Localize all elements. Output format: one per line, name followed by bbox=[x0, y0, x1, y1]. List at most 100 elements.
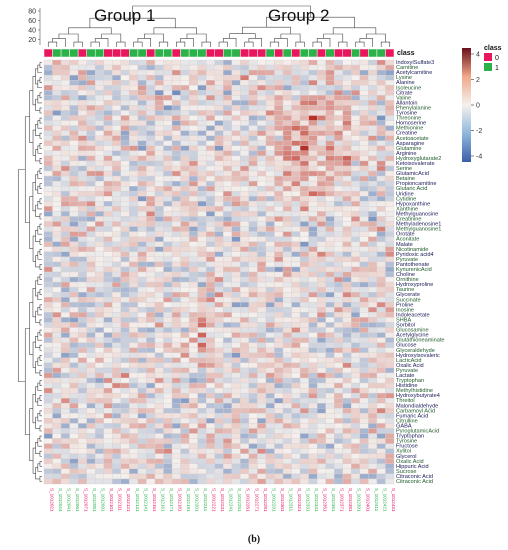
heatmap-cell bbox=[197, 196, 207, 202]
heatmap-cell bbox=[129, 160, 139, 167]
heatmap-cell bbox=[376, 191, 386, 197]
heatmap-cell bbox=[368, 165, 378, 172]
heatmap-cell bbox=[282, 337, 292, 343]
heatmap-cell bbox=[368, 216, 378, 222]
heatmap-cell bbox=[103, 322, 113, 328]
heatmap-cell bbox=[223, 201, 232, 207]
heatmap-cell bbox=[257, 423, 267, 429]
heatmap-cell bbox=[120, 342, 130, 348]
heatmap-cell bbox=[69, 302, 79, 308]
heatmap-cell bbox=[137, 115, 147, 121]
heatmap-cell bbox=[103, 165, 113, 172]
heatmap-cell bbox=[376, 120, 386, 126]
heatmap-cell bbox=[197, 261, 207, 268]
dendrogram-root bbox=[132, 5, 311, 19]
heatmap-cell bbox=[291, 438, 301, 444]
heatmap-cell bbox=[69, 357, 79, 364]
heatmap-cell bbox=[291, 286, 301, 293]
heatmap-cell bbox=[52, 372, 62, 379]
heatmap-cell bbox=[129, 85, 139, 91]
heatmap-cell bbox=[137, 332, 147, 338]
class-bar-cell bbox=[257, 48, 267, 58]
heatmap-cell bbox=[214, 140, 224, 146]
heatmap-cell bbox=[171, 372, 181, 379]
dendrogram-branch bbox=[39, 425, 42, 432]
heatmap-cell bbox=[231, 458, 241, 464]
heatmap-cell bbox=[188, 90, 198, 96]
heatmap-cell bbox=[137, 271, 147, 278]
heatmap-cell bbox=[163, 211, 173, 217]
heatmap-cell bbox=[95, 347, 104, 353]
heatmap-cell bbox=[137, 201, 147, 207]
heatmap-cell bbox=[180, 170, 190, 177]
heatmap-cell bbox=[248, 256, 258, 263]
heatmap-cell bbox=[274, 403, 284, 409]
heatmap-cell bbox=[240, 317, 250, 323]
heatmap-cell bbox=[385, 458, 395, 464]
heatmap-cell bbox=[308, 246, 318, 252]
heatmap-cell bbox=[248, 448, 258, 454]
heatmap-cell bbox=[214, 59, 224, 66]
heatmap-cell bbox=[197, 317, 207, 323]
heatmap-cell bbox=[163, 186, 173, 192]
column-label: S_1012391 bbox=[357, 488, 362, 512]
heatmap-cell bbox=[52, 478, 62, 485]
heatmap-cell bbox=[103, 332, 113, 338]
heatmap-cell bbox=[120, 382, 130, 389]
heatmap-cell bbox=[69, 125, 79, 131]
heatmap-cell bbox=[265, 398, 275, 404]
heatmap-cell bbox=[163, 443, 173, 449]
heatmap-cell bbox=[265, 85, 275, 91]
heatmap-cell bbox=[325, 180, 335, 187]
heatmap-cell bbox=[69, 307, 79, 313]
heatmap-cell bbox=[282, 372, 292, 379]
heatmap-cell bbox=[60, 468, 70, 475]
heatmap-cell bbox=[376, 140, 386, 146]
heatmap-cell bbox=[368, 286, 378, 293]
heatmap-cell bbox=[351, 418, 361, 424]
heatmap-cell bbox=[60, 392, 70, 399]
heatmap-cell bbox=[282, 281, 292, 288]
heatmap-cell bbox=[188, 317, 198, 323]
heatmap-cell bbox=[86, 95, 96, 101]
heatmap-cell bbox=[60, 140, 70, 146]
heatmap-cell bbox=[240, 85, 250, 91]
heatmap-cell bbox=[282, 292, 292, 298]
heatmap-cell bbox=[180, 408, 190, 414]
heatmap-cell bbox=[257, 413, 267, 419]
heatmap-cell bbox=[206, 216, 215, 222]
heatmap-cell bbox=[376, 95, 386, 101]
heatmap-cell bbox=[368, 458, 378, 464]
heatmap-cell bbox=[274, 201, 284, 207]
heatmap-cell bbox=[291, 69, 301, 76]
heatmap-cell bbox=[214, 347, 224, 353]
heatmap-cell bbox=[137, 443, 147, 449]
heatmap-cell bbox=[248, 281, 258, 288]
heatmap-cell bbox=[112, 165, 122, 172]
heatmap-cell bbox=[60, 433, 70, 439]
heatmap-cell bbox=[206, 418, 215, 424]
heatmap-cell bbox=[103, 150, 113, 157]
heatmap-cell bbox=[342, 271, 352, 278]
heatmap-cell bbox=[146, 413, 156, 419]
heatmap-cell bbox=[86, 387, 96, 394]
heatmap-cell bbox=[231, 307, 241, 313]
heatmap-cell bbox=[206, 180, 215, 187]
heatmap-cell bbox=[359, 115, 369, 121]
heatmap-cell bbox=[137, 261, 147, 268]
heatmap-cell bbox=[325, 246, 335, 252]
heatmap-cell bbox=[120, 458, 130, 464]
heatmap-cell bbox=[265, 170, 275, 177]
heatmap-cell bbox=[163, 473, 173, 480]
heatmap-cell bbox=[154, 135, 164, 141]
heatmap-cell bbox=[231, 372, 241, 379]
heatmap-cell bbox=[180, 221, 190, 227]
heatmap-cell bbox=[334, 175, 343, 182]
legend-level-0-swatch bbox=[484, 53, 492, 61]
heatmap-cell bbox=[69, 69, 79, 76]
heatmap-cell bbox=[95, 428, 104, 434]
heatmap-cell bbox=[180, 377, 190, 384]
row-label: Oxalic Acid bbox=[396, 363, 424, 369]
heatmap-cell bbox=[299, 473, 309, 480]
heatmap-cell bbox=[163, 463, 173, 470]
